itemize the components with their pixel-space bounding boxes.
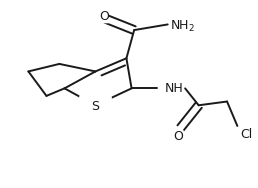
Text: O: O [99, 10, 109, 23]
Text: S: S [91, 100, 100, 113]
Text: Cl: Cl [240, 128, 253, 141]
Text: NH: NH [165, 82, 184, 95]
Text: O: O [174, 130, 183, 143]
Text: NH$_2$: NH$_2$ [170, 19, 195, 34]
